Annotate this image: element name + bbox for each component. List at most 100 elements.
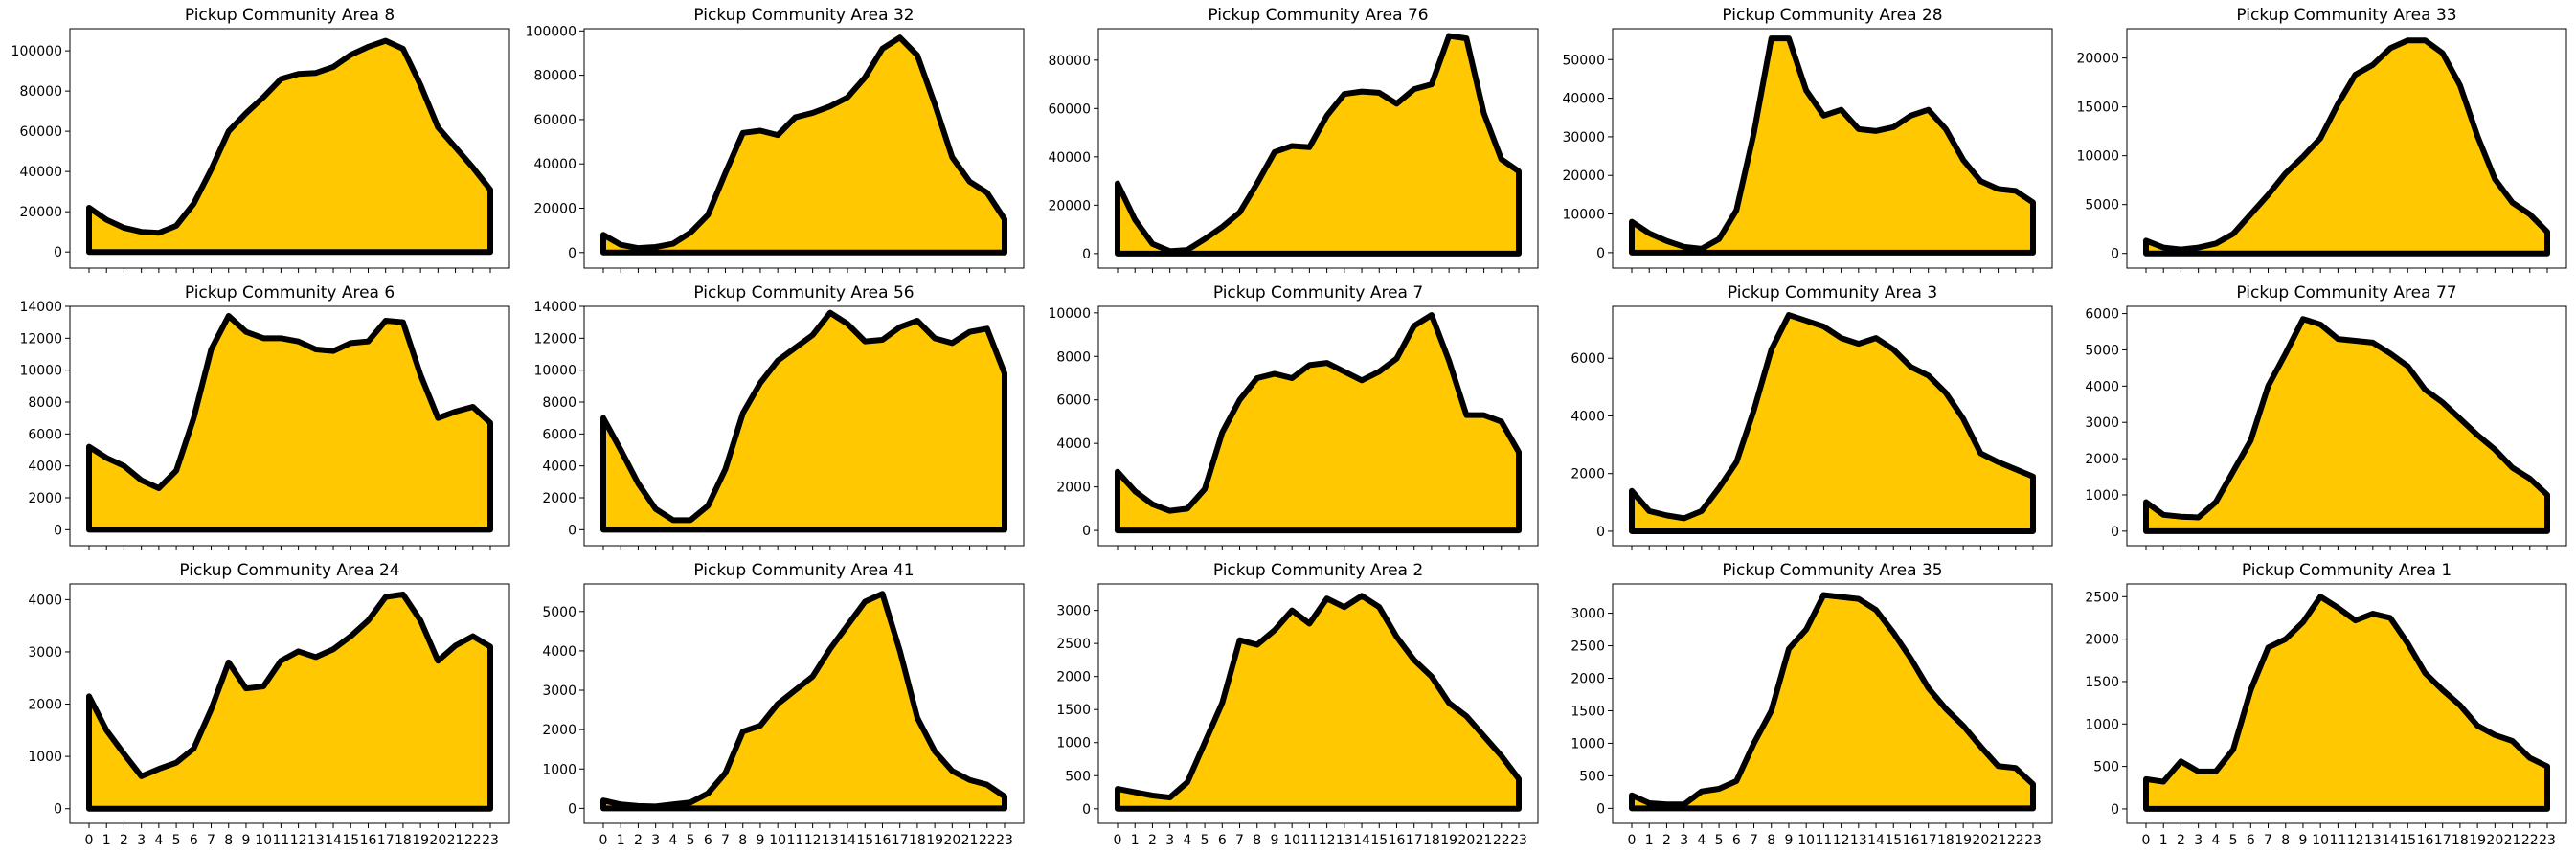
x-tick-label: 20 xyxy=(943,833,960,848)
y-tick-label: 2000 xyxy=(542,723,576,738)
x-tick-label: 13 xyxy=(2364,833,2382,848)
x-tick-label: 21 xyxy=(961,833,979,848)
x-tick-label: 20 xyxy=(1457,833,1475,848)
axes-frame xyxy=(583,305,1025,547)
area-series xyxy=(1629,35,2036,256)
y-tick-label: 1000 xyxy=(1570,736,1605,751)
x-tick-label: 12 xyxy=(290,833,307,848)
x-tick-label: 5 xyxy=(2229,833,2238,848)
x-tick-label: 22 xyxy=(464,833,482,848)
y-tick-label: 30000 xyxy=(1562,130,1605,146)
x-tick-label: 12 xyxy=(1833,833,1850,848)
y-tick-label: 6000 xyxy=(542,427,576,442)
x-tick-label: 7 xyxy=(1750,833,1758,848)
area-series xyxy=(1115,33,1522,257)
y-tick-label: 80000 xyxy=(533,69,576,84)
x-tick-label: 14 xyxy=(325,833,342,848)
panel-title: Pickup Community Area 24 xyxy=(179,561,399,580)
x-tick-label: 8 xyxy=(1253,833,1261,848)
x-tick-label: 23 xyxy=(1510,833,1527,848)
x-tick-label: 22 xyxy=(1493,833,1510,848)
x-tick-label: 16 xyxy=(1903,833,1920,848)
panel-9: Pickup Community Area 3 0 2000 4000 6000 xyxy=(1570,283,2053,550)
x-tick-label: 0 xyxy=(1114,833,1122,848)
area-series xyxy=(86,37,493,256)
panel-1: Pickup Community Area 8 0 20000 40000 60000 8… xyxy=(11,6,510,273)
y-tick-label: 4000 xyxy=(1570,409,1605,424)
panel-8: Pickup Community Area 7 0 2000 4000 6000 8000… xyxy=(1048,283,1539,550)
x-tick-label: 16 xyxy=(360,833,377,848)
x-tick-label: 19 xyxy=(1440,833,1457,848)
x-tick-label: 20 xyxy=(1972,833,1989,848)
x-tick-label: 13 xyxy=(1336,833,1353,848)
y-tick-label: 40000 xyxy=(19,165,62,180)
x-tick-label: 15 xyxy=(2399,833,2416,848)
x-tick-label: 6 xyxy=(2247,833,2255,848)
x-tick-label: 5 xyxy=(687,833,695,848)
y-tick-label: 10000 xyxy=(1562,208,1605,223)
panel-13: Pickup Community Area 2 0 500 1000 1500 2000 2… xyxy=(1056,561,1539,848)
y-tick-label: 12000 xyxy=(19,331,62,347)
x-tick-label: 2 xyxy=(634,833,643,848)
x-tick-label: 1 xyxy=(1645,833,1654,848)
y-tick-label: 0 xyxy=(1082,524,1091,539)
x-tick-label: 6 xyxy=(704,833,712,848)
x-tick-label: 14 xyxy=(839,833,856,848)
y-tick-label: 0 xyxy=(54,523,62,538)
y-tick-label: 8000 xyxy=(28,395,62,411)
panel-title: Pickup Community Area 56 xyxy=(693,283,914,303)
panel-title: Pickup Community Area 6 xyxy=(185,283,395,303)
y-tick-label: 20000 xyxy=(1048,198,1091,213)
x-tick-label: 22 xyxy=(2521,833,2539,848)
axes-frame xyxy=(1612,583,2053,824)
x-tick-label: 23 xyxy=(996,833,1013,848)
x-tick-label: 9 xyxy=(756,833,764,848)
panel-title: Pickup Community Area 2 xyxy=(1213,561,1423,580)
x-tick-label: 15 xyxy=(1370,833,1388,848)
y-tick-label: 10000 xyxy=(533,364,576,379)
x-tick-label: 5 xyxy=(1715,833,1724,848)
y-tick-label: 4000 xyxy=(1056,437,1091,452)
x-tick-label: 3 xyxy=(651,833,660,848)
y-tick-label: 80000 xyxy=(19,84,62,100)
y-tick-label: 10000 xyxy=(1048,306,1091,322)
panel-15: Pickup Community Area 1 0 500 1000 1500 2000 2… xyxy=(2085,561,2567,848)
panel-title: Pickup Community Area 77 xyxy=(2236,283,2456,303)
x-tick-label: 17 xyxy=(377,833,395,848)
y-tick-label: 40000 xyxy=(533,157,576,172)
panel-title: Pickup Community Area 8 xyxy=(185,6,395,25)
x-tick-label: 1 xyxy=(1131,833,1140,848)
x-tick-label: 14 xyxy=(2382,833,2399,848)
panel-4: Pickup Community Area 28 0 10000 20000 30000… xyxy=(1562,6,2053,273)
x-tick-label: 18 xyxy=(909,833,926,848)
x-tick-label: 18 xyxy=(1423,833,1440,848)
axes-frame xyxy=(69,583,510,824)
y-tick-label: 3000 xyxy=(542,684,576,699)
y-tick-label: 2000 xyxy=(1056,670,1091,685)
x-tick-label: 10 xyxy=(2312,833,2329,848)
y-tick-label: 10000 xyxy=(2076,149,2119,165)
x-tick-label: 10 xyxy=(1797,833,1815,848)
panel-7: Pickup Community Area 56 0 2000 4000 6000 800… xyxy=(533,283,1025,550)
y-tick-label: 6000 xyxy=(1056,393,1091,409)
y-tick-label: 1000 xyxy=(2085,488,2119,504)
area-series xyxy=(1629,592,2036,812)
x-tick-label: 15 xyxy=(342,833,359,848)
y-tick-label: 500 xyxy=(2093,760,2119,775)
x-tick-label: 20 xyxy=(2486,833,2503,848)
y-tick-label: 2000 xyxy=(1570,467,1605,482)
y-tick-label: 500 xyxy=(1579,769,1605,784)
axes-frame xyxy=(1097,28,1539,269)
x-tick-label: 18 xyxy=(2452,833,2469,848)
y-tick-label: 4000 xyxy=(542,644,576,660)
x-tick-label: 2 xyxy=(2177,833,2185,848)
x-tick-label: 1 xyxy=(102,833,111,848)
y-tick-label: 2000 xyxy=(28,698,62,713)
y-tick-label: 0 xyxy=(568,246,576,261)
x-tick-label: 13 xyxy=(1850,833,1867,848)
y-tick-label: 14000 xyxy=(533,300,576,315)
area-series xyxy=(2143,37,2550,257)
y-tick-label: 15000 xyxy=(2076,101,2119,116)
y-tick-label: 4000 xyxy=(28,460,62,475)
